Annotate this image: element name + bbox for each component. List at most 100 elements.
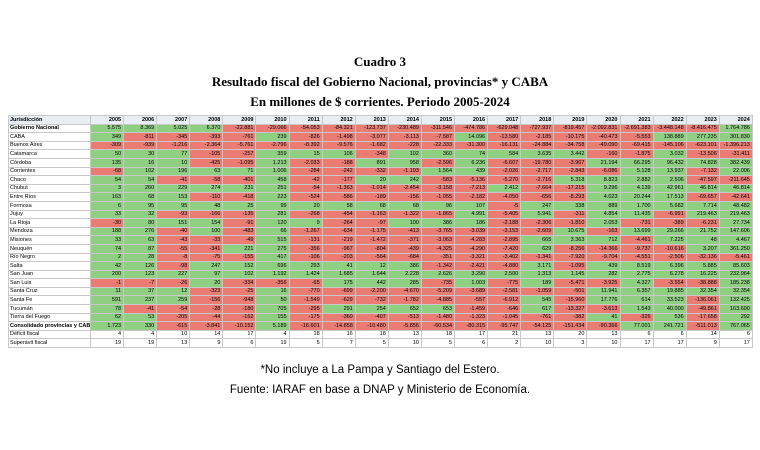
table-cell: -3.448.148 (652, 123, 687, 134)
table-cell: -2.182 (454, 192, 489, 202)
table-row: CABA 349 -811 -345 -393 -761 239 -826 -1.498 -3.0… (8, 132, 753, 142)
table-cell: -2.364 (189, 140, 224, 151)
table-cell: -284 (288, 166, 323, 177)
table-cell: -1.095 (553, 261, 588, 271)
table-cell: -615 (156, 321, 191, 331)
row-jurisdiction-name: Tucumán (8, 304, 91, 314)
table-cell: -4.290 (454, 243, 489, 254)
table-cell: 21.752 (685, 226, 720, 237)
table-cell: 85.603 (718, 261, 753, 271)
table-cell: -2.026 (487, 166, 522, 177)
table-cell: 46.814 (718, 183, 753, 194)
table-cell: -19.780 (520, 157, 555, 168)
table-cell: 259 (156, 295, 191, 306)
table-cell: 77 (156, 149, 191, 159)
table-cell: -163 (586, 226, 621, 237)
table-cell: -1.875 (619, 149, 654, 159)
table-cell: -326 (619, 312, 654, 323)
table-cell: -483 (222, 226, 257, 237)
table-cell: -3.113 (387, 132, 422, 142)
table-cell: -826 (288, 132, 323, 142)
table-cell: -44 (189, 312, 224, 323)
table-cell: -7.213 (454, 183, 489, 194)
table-cell: -54 (156, 304, 191, 314)
table-cell: -6.086 (586, 166, 621, 177)
table-cell: -1.396.213 (718, 140, 753, 151)
table-cell: 20 (189, 278, 224, 288)
table-cell: -8.416.475 (685, 123, 720, 134)
table-cell: -242 (321, 166, 356, 177)
table-cell: -69.415 (619, 140, 654, 151)
table-cell: 665 (520, 235, 555, 245)
table-cell: 95 (123, 200, 158, 211)
table-cell: 17 (718, 338, 753, 349)
table-cell: -5.553 (619, 132, 654, 142)
table-cell: -341 (189, 243, 224, 254)
table-cell: 50 (255, 295, 290, 306)
table-cell: 6.278 (652, 269, 687, 280)
header-year: 2012 (321, 115, 356, 125)
table-cell: 14.096 (454, 132, 489, 142)
table-cell: 5.885 (685, 261, 720, 271)
table-cell: 3.032 (652, 149, 687, 159)
table-cell: 1.723 (89, 321, 125, 331)
table-cell: 175 (321, 278, 356, 288)
table-cell: 292 (718, 312, 753, 323)
table-cell: -413 (387, 226, 422, 237)
table-cell: 293 (288, 261, 323, 271)
table-cell: 16.225 (685, 269, 720, 280)
table-cell: -75 (189, 252, 224, 263)
table-cell: 5.128 (619, 166, 654, 177)
table-cell: -356 (288, 243, 323, 254)
table-cell: -586 (321, 192, 356, 202)
table-cell: 189 (520, 278, 555, 288)
table-cell: -634 (321, 226, 356, 237)
table-cell: -454 (321, 209, 356, 220)
table-cell: -106 (288, 252, 323, 263)
table-cell: 5.318 (553, 175, 588, 185)
table-cell: -1.865 (420, 209, 456, 220)
table-cell: -156 (387, 192, 422, 202)
table-cell: -93 (156, 209, 191, 220)
row-jurisdiction-name: Córdoba (8, 157, 91, 168)
table-cell: 254 (354, 304, 389, 314)
table-cell: -775 (487, 278, 522, 288)
table-cell: -382 (553, 312, 588, 323)
table-cell: -656 (520, 192, 555, 202)
table-cell: 135 (89, 157, 125, 168)
table-cell: -1.459 (454, 304, 489, 314)
table-row: Chaco 54 54 -41 -58 -401 458 -42 -177 20 242 -583 -5… (8, 175, 753, 185)
table-cell: -26 (156, 278, 191, 288)
table-cell: 32.354 (718, 286, 753, 297)
table-cell: 1.644 (354, 269, 389, 280)
table-cell: 14 (189, 329, 224, 340)
table-cell: -6.991 (652, 209, 687, 220)
table-cell: -3.158 (420, 183, 456, 194)
header-year: 2008 (189, 115, 224, 125)
table-cell: 27.734 (718, 218, 753, 228)
table-cell: -1.472 (354, 235, 389, 245)
table-cell: -761 (222, 132, 257, 142)
table-cell: 120 (255, 218, 290, 228)
table-cell: -6.231 (685, 218, 720, 228)
table-cell: -8.293 (553, 192, 588, 202)
table-cell: 712 (586, 235, 621, 245)
table-cell: 291 (321, 304, 356, 314)
table-cell: 188 (89, 226, 125, 237)
table-row: Corrientes -68 102 196 63 71 1.006 -284 -242 -332… (8, 166, 753, 177)
table-cell: -91 (222, 218, 257, 228)
table-cell: -2.843 (553, 166, 588, 177)
table-cell: 196 (156, 166, 191, 177)
table-cell: 1.006 (255, 166, 290, 177)
table-cell: 617 (520, 304, 555, 314)
table-cell: 1.700 (619, 200, 654, 211)
table-cell: 13 (156, 338, 191, 349)
table-cell: -156 (189, 295, 224, 306)
table-cell: 2 (487, 338, 522, 349)
row-jurisdiction-name: Misiones (8, 235, 91, 245)
table-cell: -557 (454, 295, 489, 306)
row-jurisdiction-name: San Luis (8, 278, 91, 288)
table-cell: 696 (255, 261, 290, 271)
table-cell: -90.366 (586, 321, 621, 331)
table-cell: -25 (222, 286, 257, 297)
